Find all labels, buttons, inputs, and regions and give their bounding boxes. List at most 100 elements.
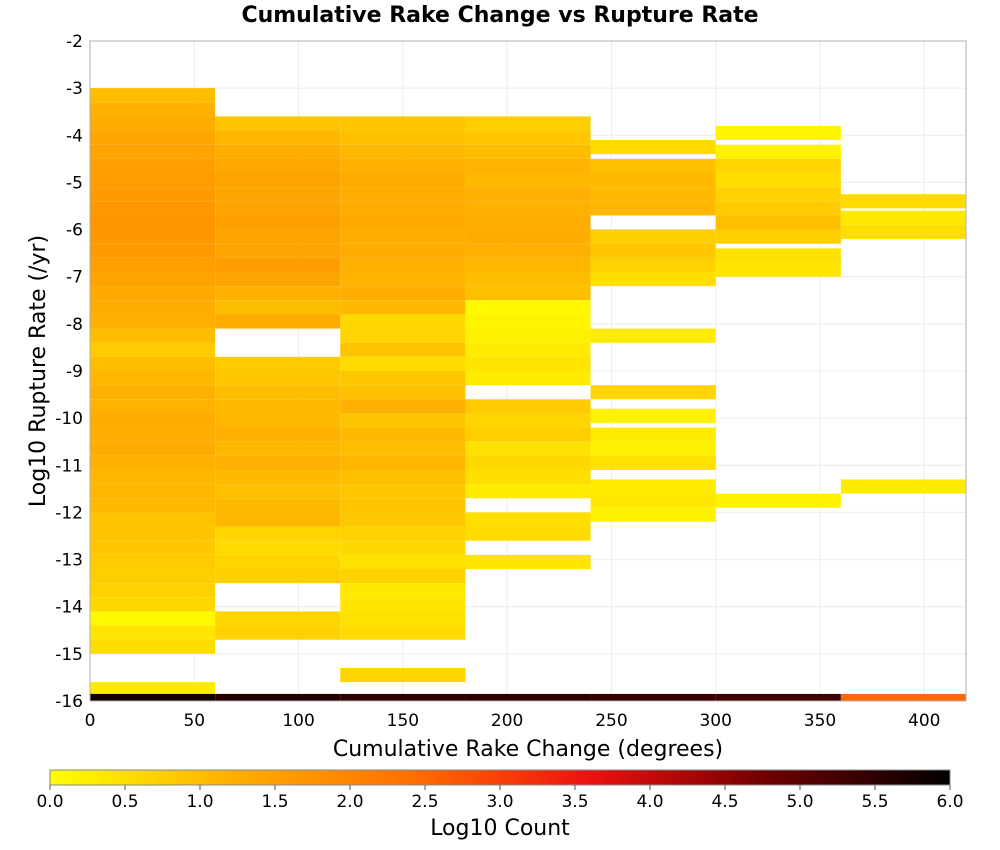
heatmap-cell [215, 526, 341, 541]
heatmap-cell [215, 455, 341, 470]
y-tick-label: -6 [66, 221, 83, 241]
colorbar-tick-label: 5.0 [786, 792, 813, 812]
heatmap-cell [715, 248, 841, 263]
heatmap-cell [840, 224, 966, 239]
heatmap-cell [340, 257, 466, 272]
heatmap-cell [90, 569, 216, 584]
heatmap-cell [340, 286, 466, 301]
heatmap-cell [215, 498, 341, 513]
heatmap-cell [465, 201, 591, 216]
plot-frame [89, 40, 967, 702]
heatmap-cell [90, 88, 216, 103]
heatmap-cell [340, 526, 466, 541]
heatmap-cell [340, 116, 466, 131]
heatmap-cell [340, 597, 466, 612]
heatmap-cell [715, 144, 841, 159]
heatmap-cell [340, 229, 466, 244]
heatmap-cell [465, 187, 591, 202]
heatmap-cell [465, 356, 591, 371]
x-tick-label: 100 [282, 711, 314, 731]
heatmap-cell [465, 328, 591, 343]
x-tick-label: 50 [183, 711, 205, 731]
heatmap-cell [90, 639, 216, 654]
heatmap-cell [90, 512, 216, 527]
heatmap-cell [840, 194, 966, 209]
heatmap-cell [590, 455, 716, 470]
y-tick-label: -13 [55, 551, 83, 571]
heatmap-cell [590, 187, 716, 202]
heatmap-cell [90, 187, 216, 202]
colorbar [49, 769, 951, 786]
heatmap-cell [715, 493, 841, 508]
heatmap-cell [465, 229, 591, 244]
heatmap-cell [465, 399, 591, 414]
heatmap-cell [340, 371, 466, 386]
heatmap-cell [90, 554, 216, 569]
heatmap-cell [340, 342, 466, 357]
heatmap-cell [90, 540, 216, 555]
heatmap-cell [465, 215, 591, 230]
heatmap-cell [590, 229, 716, 244]
heatmap-cell [340, 243, 466, 258]
x-tick-label: 250 [595, 711, 627, 731]
heatmap-cell [715, 262, 841, 277]
heatmap-cell [340, 413, 466, 428]
colorbar-tick-label: 6.0 [936, 792, 963, 812]
heatmap-cell [590, 243, 716, 258]
heatmap-cell [340, 272, 466, 287]
heatmap-cell [90, 342, 216, 357]
heatmap-cell [340, 314, 466, 329]
heatmap-cell [90, 385, 216, 400]
heatmap-cell [215, 158, 341, 173]
heatmap-cell [340, 399, 466, 414]
heatmap-cell [590, 479, 716, 494]
heatmap-cell [590, 257, 716, 272]
heatmap-cell [90, 328, 216, 343]
heatmap-cell [90, 413, 216, 428]
heatmap-cell [590, 408, 716, 423]
heatmap-cell [215, 399, 341, 414]
chart-title: Cumulative Rake Change vs Rupture Rate [241, 3, 758, 28]
heatmap-cell [465, 371, 591, 386]
colorbar-label: Log10 Count [430, 816, 570, 841]
heatmap-cell [465, 526, 591, 541]
y-tick-label: -4 [66, 126, 83, 146]
heatmap-cell [340, 484, 466, 499]
heatmap-cell [590, 385, 716, 400]
heatmap-cell [465, 130, 591, 145]
y-tick-label: -8 [66, 315, 83, 335]
colorbar-tick-label: 2.0 [336, 792, 363, 812]
heatmap-cell [590, 201, 716, 216]
heatmap-cell [715, 158, 841, 173]
heatmap-cell [465, 342, 591, 357]
heatmap-cell [215, 427, 341, 442]
heatmap-cell [465, 158, 591, 173]
heatmap-cell [715, 125, 841, 140]
heatmap-cell [215, 286, 341, 301]
heatmap-cell [340, 512, 466, 527]
heatmap-cell [90, 371, 216, 386]
x-tick-label: 200 [491, 711, 523, 731]
x-tick-label: 0 [85, 711, 96, 731]
heatmap-cell [90, 682, 216, 697]
colorbar-tick-label: 4.0 [636, 792, 663, 812]
heatmap-cell [90, 116, 216, 131]
heatmap-cell [90, 693, 216, 701]
heatmap-cell [215, 540, 341, 555]
colorbar-tick-label: 1.0 [186, 792, 213, 812]
heatmap-cell [465, 455, 591, 470]
heatmap-cell [340, 470, 466, 485]
heatmap-cell [340, 455, 466, 470]
heatmap-cell [340, 300, 466, 315]
heatmap-cell [215, 693, 341, 701]
heatmap-cell [715, 201, 841, 216]
heatmap-cell [715, 229, 841, 244]
heatmap-cell [340, 201, 466, 216]
heatmap-cell [465, 314, 591, 329]
heatmap-cell [90, 625, 216, 640]
heatmap-cell [90, 455, 216, 470]
heatmap-cell [215, 173, 341, 188]
colorbar-tick-label: 2.5 [411, 792, 438, 812]
heatmap-cell [215, 441, 341, 456]
x-tick-label: 150 [387, 711, 419, 731]
